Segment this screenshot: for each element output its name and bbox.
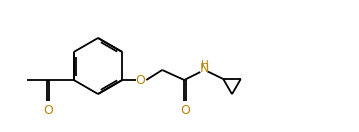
- Text: O: O: [180, 103, 190, 117]
- Text: H: H: [201, 60, 209, 70]
- Text: N: N: [200, 62, 209, 76]
- Text: O: O: [135, 74, 145, 86]
- Text: O: O: [43, 103, 53, 117]
